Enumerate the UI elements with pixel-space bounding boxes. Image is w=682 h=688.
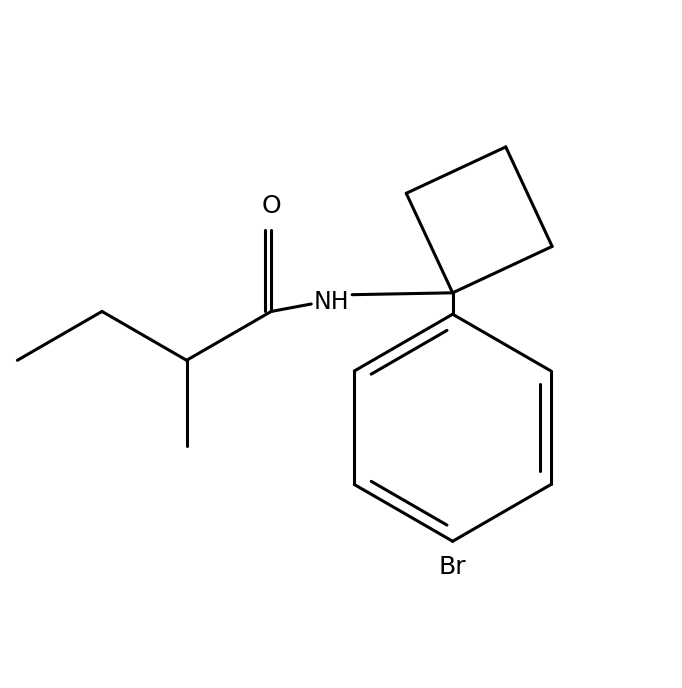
- Text: Br: Br: [439, 555, 466, 579]
- Text: NH: NH: [314, 290, 349, 314]
- Text: O: O: [261, 195, 281, 218]
